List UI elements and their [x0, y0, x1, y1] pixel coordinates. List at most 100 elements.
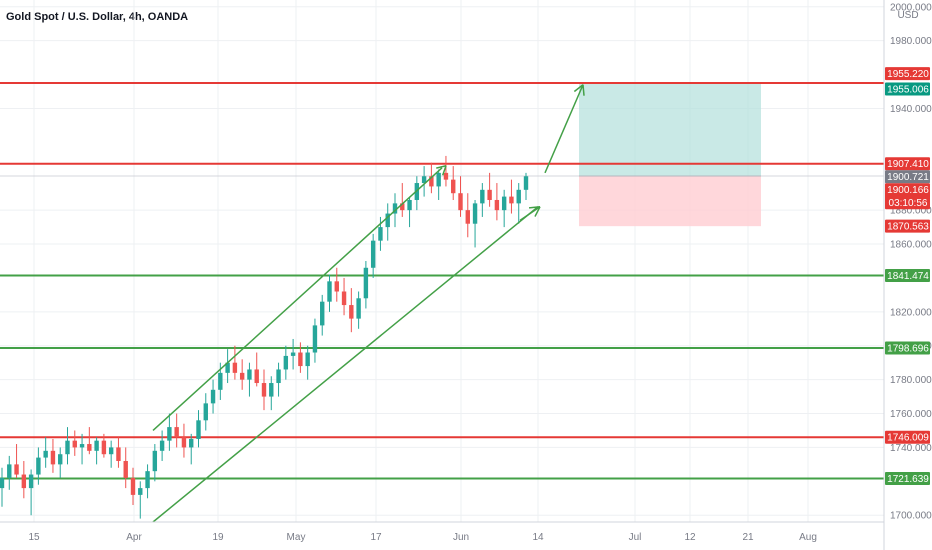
candle-body	[443, 172, 449, 180]
arrow-head	[582, 84, 585, 96]
candle-body	[509, 196, 514, 204]
arrow-head	[528, 206, 541, 209]
channel-lower	[152, 206, 539, 523]
candle-body	[254, 369, 259, 384]
price-badge-label: 1907.410	[887, 159, 929, 170]
price-badge	[885, 82, 930, 96]
candle-body	[298, 352, 303, 367]
price-badge-label: 1841.474	[887, 271, 929, 282]
candle-body	[472, 203, 478, 224]
x-tick-label: 17	[370, 532, 382, 543]
candles	[0, 155, 529, 519]
candle-body	[14, 464, 19, 475]
candle-body	[152, 450, 158, 472]
candle-body	[123, 460, 128, 478]
x-tick-label: 14	[532, 532, 544, 543]
candle-body	[516, 189, 521, 204]
candle-body	[451, 179, 456, 194]
y-tick-label: 1740.000	[890, 443, 932, 454]
price-badge-countdown: 03:10:56	[889, 198, 928, 209]
price-badge	[885, 157, 930, 171]
price-badge	[885, 219, 930, 233]
candle-body	[218, 372, 223, 390]
candle-body	[400, 203, 405, 211]
price-badge	[885, 67, 930, 81]
candle-body	[36, 457, 41, 475]
y-tick-label: 1940.000	[890, 104, 932, 115]
arrow-shaft	[519, 206, 541, 221]
x-tick-label: Aug	[799, 532, 817, 543]
trend-drawings	[152, 84, 585, 523]
candle-body	[349, 305, 354, 319]
channel-upper	[152, 167, 443, 432]
y-tick-label: 1760.000	[890, 409, 932, 420]
price-badge-label: 1900.721	[887, 172, 929, 183]
candle-body	[50, 450, 56, 465]
price-badge	[885, 430, 930, 444]
price-badge-label: 1746.009	[887, 433, 929, 444]
candle-body	[356, 298, 361, 319]
candle-body	[247, 369, 252, 380]
candle-body	[436, 172, 441, 187]
candle-body	[94, 440, 99, 451]
candle-body	[429, 176, 434, 187]
candle-body	[232, 362, 238, 373]
target-zone	[579, 83, 761, 176]
candle-body	[43, 450, 48, 458]
price-badge-label: 1721.639	[887, 474, 929, 485]
candle-body	[334, 281, 339, 292]
x-tick-label: 12	[684, 532, 696, 543]
candle-body	[407, 199, 412, 211]
candle-body	[327, 281, 332, 302]
candle-body	[210, 389, 216, 404]
candle-body	[138, 488, 143, 495]
candle-body	[363, 267, 369, 299]
time-axis: 15 Apr 19 May 17 Jun 14 Jul 12 21 Aug	[0, 521, 884, 543]
x-tick-label: Apr	[126, 532, 142, 543]
price-badge-label: 1955.006	[887, 85, 929, 96]
candle-body	[305, 352, 310, 367]
candle-body	[494, 199, 500, 211]
y-tick-label: 2000.000	[890, 2, 932, 13]
candle-body	[276, 369, 281, 384]
candle-body	[7, 464, 12, 478]
x-tick-label: 21	[742, 532, 754, 543]
x-tick-label: May	[287, 532, 306, 543]
price-badge-label: 1900.166	[887, 185, 929, 196]
price-badge	[885, 183, 930, 210]
x-tick-label: 15	[28, 532, 40, 543]
price-badge	[885, 341, 930, 355]
price-badge-label: 1955.220	[887, 69, 929, 80]
candle-body	[225, 362, 230, 373]
price-badge	[885, 268, 930, 282]
candle-body	[21, 474, 27, 489]
y-tick-label: 1780.000	[890, 375, 932, 386]
candle-body	[159, 440, 165, 451]
candle-body	[487, 189, 492, 200]
x-tick-label: Jun	[453, 532, 469, 543]
y-tick-label: 1700.000	[890, 511, 932, 522]
arrow-head	[436, 165, 447, 169]
candle-body	[458, 193, 463, 211]
y-tick-label: 1860.000	[890, 240, 932, 251]
candle-body	[465, 210, 470, 224]
price-badge	[885, 472, 930, 486]
arrow-head	[441, 165, 447, 176]
candle-body	[370, 240, 376, 268]
x-tick-label: 19	[212, 532, 224, 543]
candle-body	[0, 477, 5, 489]
candle-body	[87, 444, 92, 451]
arrow-shaft	[544, 84, 584, 174]
arrow-head	[573, 84, 584, 93]
candle-body	[101, 440, 107, 455]
candle-body	[130, 477, 136, 495]
candle-body	[181, 437, 187, 448]
stop-zone	[579, 175, 761, 227]
candle-body	[523, 176, 529, 190]
y-tick-label: 1980.000	[890, 36, 932, 47]
chart-title: Gold Spot / U.S. Dollar, 4h, OANDA	[6, 11, 189, 23]
candle-body	[58, 454, 63, 465]
